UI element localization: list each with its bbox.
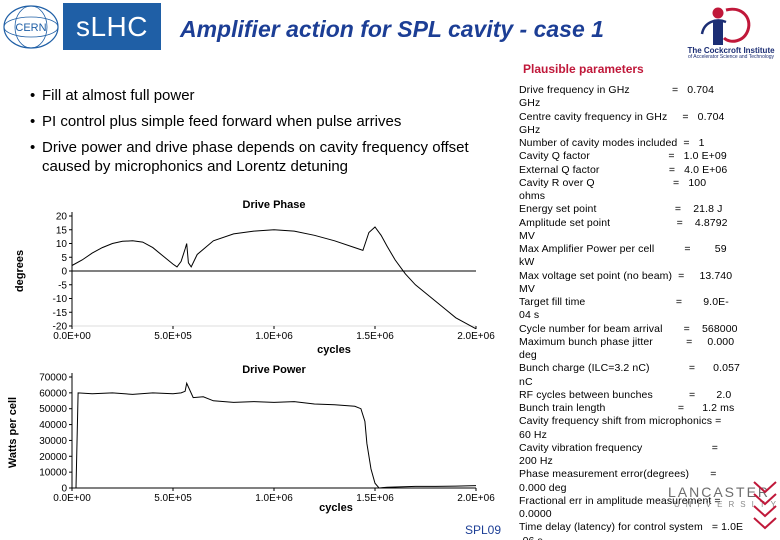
parameter-line: RF cycles between bunches = 2.0 (519, 388, 732, 401)
cern-logo-text: CERN (15, 22, 46, 34)
y-tick-label: 15 (56, 225, 68, 236)
y-tick-label: 0 (61, 484, 67, 495)
footer-label: SPL09 (465, 523, 502, 537)
y-tick-label: 60000 (39, 388, 67, 399)
parameter-line: Centre cavity frequency in GHz = 0.704 (519, 110, 725, 123)
x-axis-label: cycles (317, 344, 351, 356)
drive-power-chart: Drive Power 70000 60000 50000 40000 30000 2000… (7, 364, 495, 514)
parameter-line: MV (519, 282, 535, 295)
parameter-line: Maximum bunch phase jitter = 0.000 (519, 335, 735, 348)
parameter-line: Drive frequency in GHz = 0.704 (519, 84, 715, 96)
x-tick-label: 1.5E+06 (356, 493, 394, 504)
parameter-line: Cavity Q factor = 1.0 E+09 (519, 150, 727, 163)
cern-logo: CERN (3, 5, 59, 49)
parameter-line: ohms (519, 190, 546, 202)
y-tick-label: 40000 (39, 420, 67, 431)
y-tick-label: 10000 (39, 468, 67, 479)
y-tick-label: 10 (56, 239, 68, 250)
slide-title: Amplifier action for SPL cavity - case 1 (180, 16, 604, 42)
parameter-line: External Q factor = 4.0 E+06 (519, 163, 728, 176)
parameter-line: -06 s (519, 535, 751, 540)
cockcroft-name-line: The Cockcroft Institute (687, 46, 775, 55)
parameter-line: GHz (519, 97, 541, 110)
y-tick-label: -20 (53, 322, 68, 333)
parameter-line: 200 Hz (519, 455, 553, 467)
x-tick-label: 1.0E+06 (255, 331, 293, 342)
parameter-line: 60 Hz (519, 428, 547, 441)
parameter-line: Time delay (latency) for control system … (519, 521, 744, 534)
bullet-list: Fill at almost full power PI control plu… (30, 86, 500, 183)
parameter-line: Amplitude set point = 4.8792 (519, 216, 728, 229)
parameter-line: GHz (519, 123, 541, 136)
y-tick-label: -10 (53, 294, 68, 305)
parameter-line: 04 s (519, 309, 540, 322)
parameter-line: Bunch train length = 1.2 ms (519, 402, 735, 414)
x-tick-label: 1.5E+06 (356, 331, 394, 342)
series-line (72, 381, 477, 489)
x-tick-label: 2.0E+06 (457, 493, 495, 504)
chart-title: Drive Phase (243, 199, 306, 211)
parameter-line: nC (519, 375, 533, 388)
parameter-line: Phase measurement error(degrees) = (519, 468, 717, 481)
y-tick-label: -5 (58, 280, 67, 291)
parameter-line: Cavity vibration frequency = (519, 441, 719, 454)
lancaster-logo-text: LANCASTER (668, 484, 771, 500)
x-tick-label: 2.0E+06 (457, 331, 495, 342)
bullet-item: Drive power and drive phase depends on c… (30, 138, 500, 176)
y-tick-label: 20000 (39, 452, 67, 463)
parameter-line: MV (519, 229, 535, 242)
x-tick-label: 1.0E+06 (255, 493, 293, 504)
parameter-line: Cavity frequency shift from microphonics… (519, 415, 722, 428)
y-tick-label: 20 (56, 212, 68, 223)
y-tick-label: 0 (61, 267, 67, 278)
x-tick-label: 5.0E+05 (154, 331, 192, 342)
drive-phase-chart: Drive Phase 20 15 10 5 0 -5 -10 -15 -200.0E+00 5.0… (14, 199, 495, 356)
parameter-line: Fractional err in amplitude measurement … (519, 494, 721, 507)
y-axis-label: degrees (14, 250, 26, 292)
y-tick-label: -15 (53, 308, 68, 319)
bullet-item: Fill at almost full power (30, 86, 500, 105)
parameter-line: 0.000 deg (519, 481, 567, 494)
parameter-line: Number of cavity modes included = 1 (519, 137, 705, 149)
parameter-line: Max voltage set point (no beam) = 13.740 (519, 269, 733, 282)
project-label-text: sLHC (75, 10, 148, 42)
chart-title: Drive Power (242, 364, 306, 376)
parameter-line: Cycle number for beam arrival = 568000 (519, 322, 738, 335)
parameter-line: Bunch charge (ILC=3.2 nC) = 0.057 (519, 362, 740, 375)
y-tick-label: 50000 (39, 404, 67, 415)
parameter-line: Max Amplifier Power per cell = 59 (519, 243, 727, 255)
cockcroft-institute-name: The Cockcroft Institute of Accelerator S… (683, 47, 779, 61)
series-line (71, 226, 477, 330)
x-tick-label: 0.0E+00 (53, 331, 91, 342)
y-tick-label: 5 (61, 253, 67, 264)
university-logo-text: UNIVERSITY (674, 500, 780, 509)
cockcroft-subtitle-line: of Accelerator Science and Technology (687, 54, 775, 60)
bullet-item: PI control plus simple feed forward when… (30, 112, 500, 131)
parameter-line: 0.0000 (519, 508, 552, 520)
project-label: sLHC (63, 3, 161, 50)
x-tick-label: 0.0E+00 (53, 493, 91, 504)
lancaster-crest-icon (753, 481, 777, 530)
y-tick-label: 30000 (39, 436, 67, 447)
y-axis-label: Watts per cell (7, 397, 19, 468)
x-tick-label: 5.0E+05 (154, 493, 192, 504)
parameter-line: Energy set point = 21.8 J (519, 203, 723, 216)
parameter-line: Target fill time = 9.0E- (519, 296, 729, 308)
y-tick-label: 70000 (39, 373, 67, 384)
parameters-heading: Plausible parameters (523, 62, 644, 76)
cockcroft-institute-logo (700, 7, 751, 45)
parameter-line: Cavity R over Q = 100 (519, 176, 707, 189)
parameter-list: Drive frequency in GHz = 0.704 GHz Centre … (519, 84, 751, 540)
parameter-line: deg (519, 349, 537, 361)
x-axis-label: cycles (319, 502, 353, 514)
parameter-line: kW (519, 256, 535, 269)
